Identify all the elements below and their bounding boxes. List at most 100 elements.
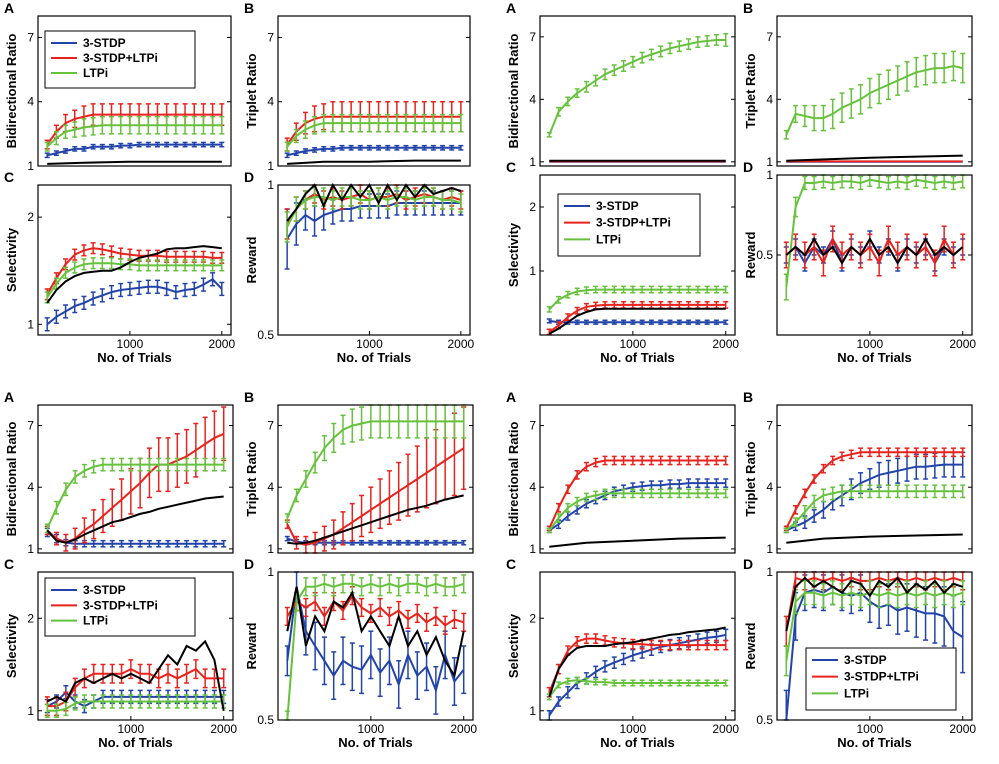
x-tick-label: 2000 — [712, 722, 739, 736]
y-tick-label: 1 — [766, 168, 773, 182]
series-line — [548, 637, 726, 693]
y-tick-label: 2 — [529, 200, 536, 214]
panel-letter: B — [743, 389, 753, 405]
x-axis-label: No. of Trials — [600, 735, 674, 750]
series-3-stdp — [44, 272, 225, 332]
legend-label: 3-STDP — [83, 36, 126, 50]
y-tick-label: 1 — [529, 542, 536, 556]
series-baseline — [47, 160, 222, 165]
y-tick-label: 2 — [27, 611, 34, 625]
panel-5: 1 4 7A Bidirectional Ratio — [506, 0, 736, 169]
axes-frame — [539, 404, 736, 554]
series-line — [785, 463, 963, 532]
x-tick-label: 1000 — [620, 337, 647, 351]
panel-letter: C — [4, 169, 14, 185]
panel-letter: B — [244, 389, 254, 405]
series-baseline — [548, 307, 726, 335]
y-tick-label: 7 — [529, 30, 536, 44]
series-line — [46, 245, 222, 304]
series-ltpi — [546, 676, 729, 701]
series-line — [548, 303, 726, 333]
panel-8: 0.5 1 1000 2000 D Reward No. of Trials — [743, 159, 976, 365]
series-line — [287, 159, 461, 165]
y-axis-label: Triplet Ratio — [244, 441, 259, 516]
y-axis-label: Bidirectional Ratio — [506, 422, 521, 537]
series-line — [548, 492, 726, 532]
panel-13: 1 4 7A Bidirectional Ratio — [506, 389, 736, 556]
legend-box — [557, 193, 701, 257]
x-tick-label: 1000 — [118, 722, 145, 736]
axes-frame — [539, 15, 736, 167]
y-axis-label: Selectivity — [506, 222, 521, 287]
series-baseline — [786, 154, 963, 162]
series-ltpi — [783, 50, 966, 140]
series-line — [548, 39, 726, 136]
series-line — [286, 447, 465, 546]
axes-frame — [776, 404, 973, 554]
y-tick-label: 1 — [529, 704, 536, 718]
y-tick-label: 1 — [267, 178, 274, 192]
y-tick-label: 1 — [267, 542, 274, 556]
y-tick-label: 7 — [766, 30, 773, 44]
series-3-stdp — [546, 628, 729, 721]
series-line — [549, 536, 726, 548]
panel-2: 1 4 7B Triplet Ratio — [244, 0, 471, 173]
series-line — [286, 195, 462, 228]
series-line — [46, 124, 222, 148]
series-baseline — [286, 182, 462, 222]
y-axis-label: Reward — [743, 231, 758, 278]
y-tick-label: 1 — [766, 155, 773, 169]
axes-frame — [37, 184, 232, 336]
series-line — [785, 576, 964, 632]
y-axis-label: Bidirectional Ratio — [4, 34, 19, 149]
series-3-stdp — [546, 318, 729, 325]
y-tick-label: 1 — [766, 542, 773, 556]
y-tick-label: 1 — [27, 317, 34, 331]
series-line — [785, 64, 963, 136]
y-tick-label: 4 — [27, 480, 34, 494]
y-tick-label: 7 — [27, 419, 34, 433]
series-line — [286, 593, 464, 627]
panel-letter: A — [506, 389, 516, 405]
x-axis-label: No. of Trials — [97, 350, 171, 365]
series-ltpi — [44, 457, 227, 534]
x-tick-label: 2000 — [208, 337, 235, 351]
y-tick-label: 7 — [27, 30, 34, 44]
series-line — [46, 262, 222, 299]
series-baseline — [46, 639, 225, 711]
series-line — [46, 278, 223, 326]
panel-letter: C — [506, 159, 516, 175]
y-axis-label: Triplet Ratio — [743, 53, 758, 128]
y-axis-label: Bidirectional Ratio — [506, 34, 521, 149]
panel-9: 1 4 7A Bidirectional Ratio — [4, 389, 234, 556]
series-ltpi — [546, 32, 729, 138]
x-tick-label: 2000 — [949, 722, 976, 736]
x-tick-label: 1000 — [857, 722, 884, 736]
series-line — [46, 432, 225, 544]
x-tick-label: 1000 — [356, 337, 383, 351]
series-baseline — [549, 536, 726, 548]
series-line — [47, 667, 224, 708]
x-axis-label: No. of Trials — [337, 350, 411, 365]
axes-frame — [277, 15, 471, 167]
x-tick-label: 1000 — [358, 722, 385, 736]
series-3-stdp-ltpi — [44, 103, 225, 150]
legend-label: 3-STDP+LTPi — [83, 51, 158, 65]
panel-letter: A — [506, 0, 516, 16]
axes-frame — [277, 404, 474, 554]
y-axis-label: Reward — [743, 622, 758, 669]
series-ltpi — [284, 404, 467, 523]
series-line — [47, 700, 224, 712]
x-axis-label: No. of Trials — [837, 350, 911, 365]
y-tick-label: 0.5 — [756, 713, 773, 727]
axes-frame — [37, 15, 232, 167]
series-baseline — [785, 576, 964, 632]
y-tick-label: 7 — [267, 419, 274, 433]
x-tick-label: 1000 — [620, 722, 647, 736]
panel-10: 1 4 7B Triplet Ratio — [244, 389, 474, 556]
x-tick-label: 2000 — [448, 337, 475, 351]
y-tick-label: 1 — [267, 565, 274, 579]
